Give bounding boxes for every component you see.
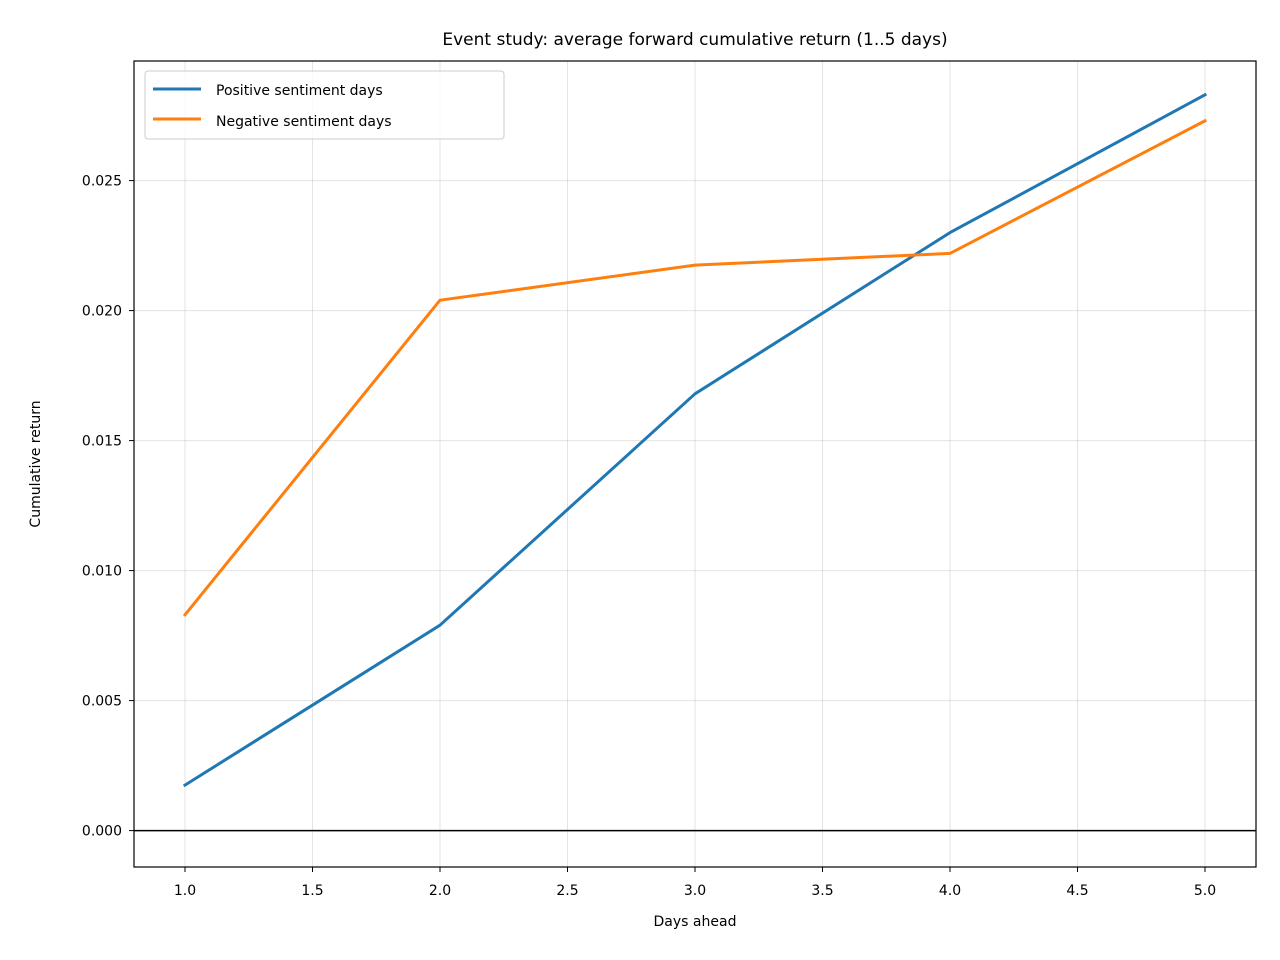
x-tick-label: 1.0: [174, 883, 196, 899]
x-tick-label: 5.0: [1194, 883, 1216, 899]
y-tick-label: 0.010: [82, 564, 122, 580]
legend-box: [144, 70, 505, 140]
y-axis-title: Cumulative return: [28, 400, 44, 527]
x-axis-ticks: 1.0 1.5 2.0 2.5 3.0 3.5 4.0 4.5 5.0: [174, 867, 1216, 899]
x-tick-label: 4.5: [1066, 883, 1088, 899]
y-tick-label: 0.000: [82, 824, 122, 840]
y-tick-label: 0.020: [82, 304, 122, 320]
x-tick-label: 2.5: [556, 883, 578, 899]
series-layer: [182, 92, 1208, 788]
x-tick-label: 4.0: [939, 883, 961, 899]
x-tick-label: 3.5: [811, 883, 833, 899]
y-tick-label: 0.025: [82, 174, 122, 190]
y-axis-ticks: 0.000 0.005 0.010 0.015 0.020 0.025: [82, 174, 134, 840]
x-axis-title: Days ahead: [654, 914, 737, 930]
y-tick-label: 0.005: [82, 694, 122, 710]
y-tick-label: 0.015: [82, 434, 122, 450]
legend-label-negative: Negative sentiment days: [216, 114, 392, 130]
chart-title: Event study: average forward cumulative …: [442, 30, 947, 50]
x-tick-label: 2.0: [429, 883, 451, 899]
x-tick-label: 1.5: [301, 883, 323, 899]
legend: Positive sentiment days Negative sentime…: [144, 70, 505, 140]
x-tick-label: 3.0: [684, 883, 706, 899]
legend-label-positive: Positive sentiment days: [216, 83, 383, 99]
